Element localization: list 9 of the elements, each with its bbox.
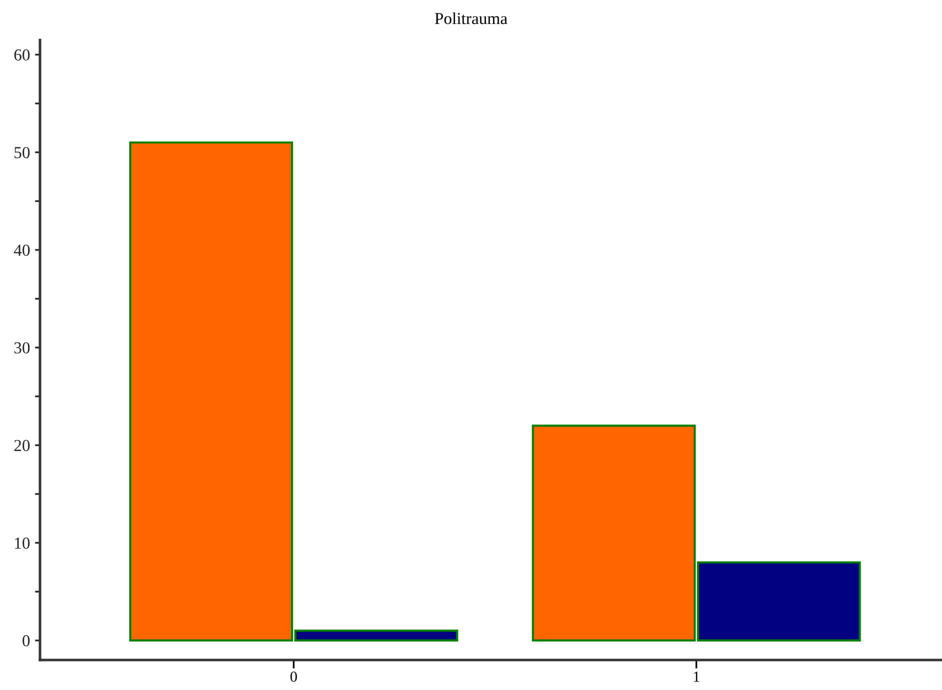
y-tick-label: 30 — [14, 342, 30, 354]
y-tick-label: 20 — [14, 440, 30, 452]
chart-title: Politrauma — [434, 12, 508, 24]
y-tick-label: 0 — [22, 635, 30, 646]
y-tick-label: 10 — [15, 538, 30, 549]
y-tick-label: 50 — [14, 146, 30, 158]
x-tick-label: 1 — [694, 672, 700, 682]
y-tick-label: 60 — [14, 49, 30, 61]
y-tick-label: 40 — [14, 244, 30, 256]
